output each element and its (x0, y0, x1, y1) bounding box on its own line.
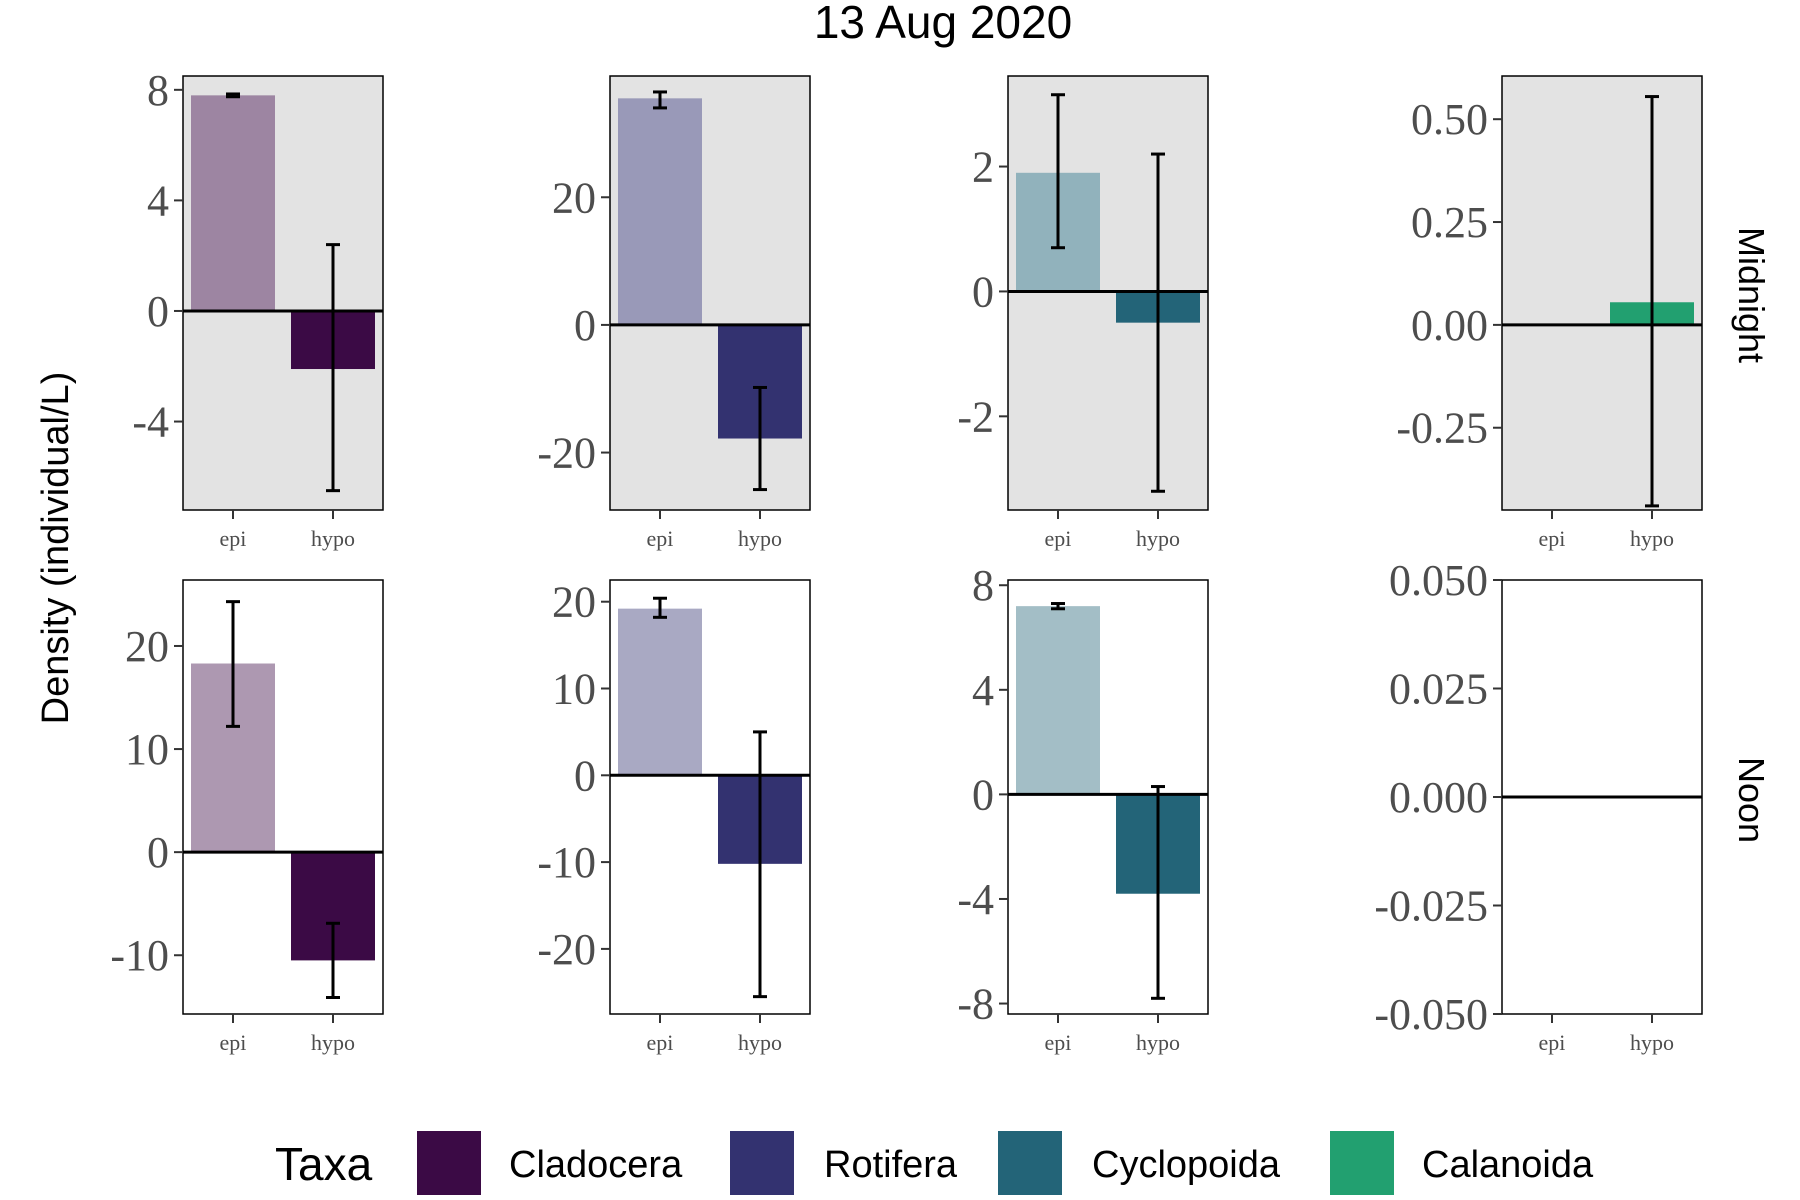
panel-midnight-cladocera: -4 0 4 8 epi hypo (132, 66, 384, 551)
legend-swatch-cladocera (417, 1131, 481, 1195)
panel-noon-cladocera: -10 0 10 20 epi hypo (110, 579, 384, 1055)
y-tick-label: 0 (147, 828, 169, 877)
y-tick-label: -0.025 (1374, 882, 1488, 931)
y-tick-label: -10 (110, 931, 169, 980)
y-tick-label: 4 (147, 176, 169, 225)
y-tick-label: 0 (574, 301, 596, 350)
x-tick-label-epi: epi (1045, 1030, 1072, 1055)
y-tick-label: 0 (972, 267, 994, 316)
y-tick-label: 0 (972, 770, 994, 819)
y-tick-label: 0 (147, 287, 169, 336)
row-strip-label-midnight: Midnight (1731, 227, 1772, 363)
x-tick-label-hypo: hypo (311, 1030, 355, 1055)
legend-title: Taxa (275, 1138, 373, 1190)
x-tick-label-epi: epi (1539, 526, 1566, 551)
y-tick-label: 20 (125, 622, 169, 671)
panel-border (182, 75, 384, 511)
panel-midnight-calanoida: -0.25 0.00 0.25 0.50 epi hypo (1396, 75, 1703, 551)
y-tick-label: 0.50 (1411, 95, 1488, 144)
y-tick-label: 0.25 (1411, 198, 1488, 247)
panel-midnight-rotifera: -20 0 20 epi hypo (537, 75, 811, 551)
y-tick-label: 0.050 (1389, 556, 1488, 605)
bar-epi (1016, 606, 1100, 795)
legend-label-cyclopoida: Cyclopoida (1092, 1144, 1281, 1186)
bar-epi (618, 98, 702, 325)
y-tick-label: -10 (537, 838, 596, 887)
x-tick-label-hypo: hypo (1630, 1030, 1674, 1055)
chart-title: 13 Aug 2020 (814, 0, 1072, 48)
y-tick-label: 0.000 (1389, 773, 1488, 822)
y-tick-label: -0.25 (1396, 404, 1488, 453)
x-tick-label-epi: epi (220, 1030, 247, 1055)
y-tick-label: 4 (972, 666, 994, 715)
legend: Taxa Cladocera Rotifera Cyclopoida Calan… (275, 1131, 1594, 1195)
panel-noon-calanoida: -0.050 -0.025 0.000 0.025 0.050 epi hypo (1374, 556, 1703, 1055)
x-tick-label-hypo: hypo (738, 1030, 782, 1055)
x-tick-label-epi: epi (647, 526, 674, 551)
y-tick-label: -20 (537, 429, 596, 478)
y-tick-label: -0.050 (1374, 990, 1488, 1039)
y-axis-label: Density (individual/L) (35, 372, 77, 725)
x-tick-label-epi: epi (1539, 1030, 1566, 1055)
x-tick-label-epi: epi (647, 1030, 674, 1055)
y-tick-label: 2 (972, 143, 994, 192)
y-tick-label: 20 (552, 173, 596, 222)
bar-epi (618, 608, 702, 776)
panel-noon-rotifera: -20 -10 0 10 20 epi hypo (537, 578, 811, 1055)
bar-epi (191, 95, 275, 311)
x-tick-label-hypo: hypo (738, 526, 782, 551)
y-tick-label: 8 (972, 561, 994, 610)
panel-border (182, 579, 384, 1015)
panel-border (1007, 75, 1209, 511)
y-tick-label: 20 (552, 578, 596, 627)
x-tick-label-hypo: hypo (1136, 526, 1180, 551)
legend-swatch-rotifera (730, 1131, 794, 1195)
x-tick-label-hypo: hypo (311, 526, 355, 551)
panel-background (1502, 76, 1702, 510)
y-tick-label: -4 (132, 398, 169, 447)
x-tick-label-epi: epi (220, 526, 247, 551)
y-tick-label: -20 (537, 925, 596, 974)
panel-border (609, 579, 811, 1015)
legend-label-cladocera: Cladocera (509, 1144, 683, 1186)
y-tick-label: 10 (125, 725, 169, 774)
legend-swatch-calanoida (1330, 1131, 1394, 1195)
panel-border (609, 75, 811, 511)
legend-swatch-cyclopoida (998, 1131, 1062, 1195)
panel-border (1501, 75, 1703, 511)
x-tick-label-hypo: hypo (1630, 526, 1674, 551)
legend-label-calanoida: Calanoida (1422, 1144, 1594, 1186)
y-tick-label: 0.025 (1389, 665, 1488, 714)
x-tick-label-hypo: hypo (1136, 1030, 1180, 1055)
row-strip-label-noon: Noon (1731, 757, 1772, 843)
y-tick-label: -4 (957, 875, 994, 924)
legend-label-rotifera: Rotifera (824, 1144, 958, 1186)
panel-border (1007, 579, 1209, 1015)
y-tick-label: 0.00 (1411, 301, 1488, 350)
panel-noon-cyclopoida: -8 -4 0 4 8 epi hypo (957, 561, 1209, 1055)
y-tick-label: 0 (574, 751, 596, 800)
panel-midnight-cyclopoida: -2 0 2 epi hypo (957, 75, 1209, 551)
y-tick-label: -8 (957, 980, 994, 1029)
y-tick-label: 8 (147, 66, 169, 115)
x-tick-label-epi: epi (1045, 526, 1072, 551)
y-tick-label: 10 (552, 665, 596, 714)
y-tick-label: -2 (957, 392, 994, 441)
